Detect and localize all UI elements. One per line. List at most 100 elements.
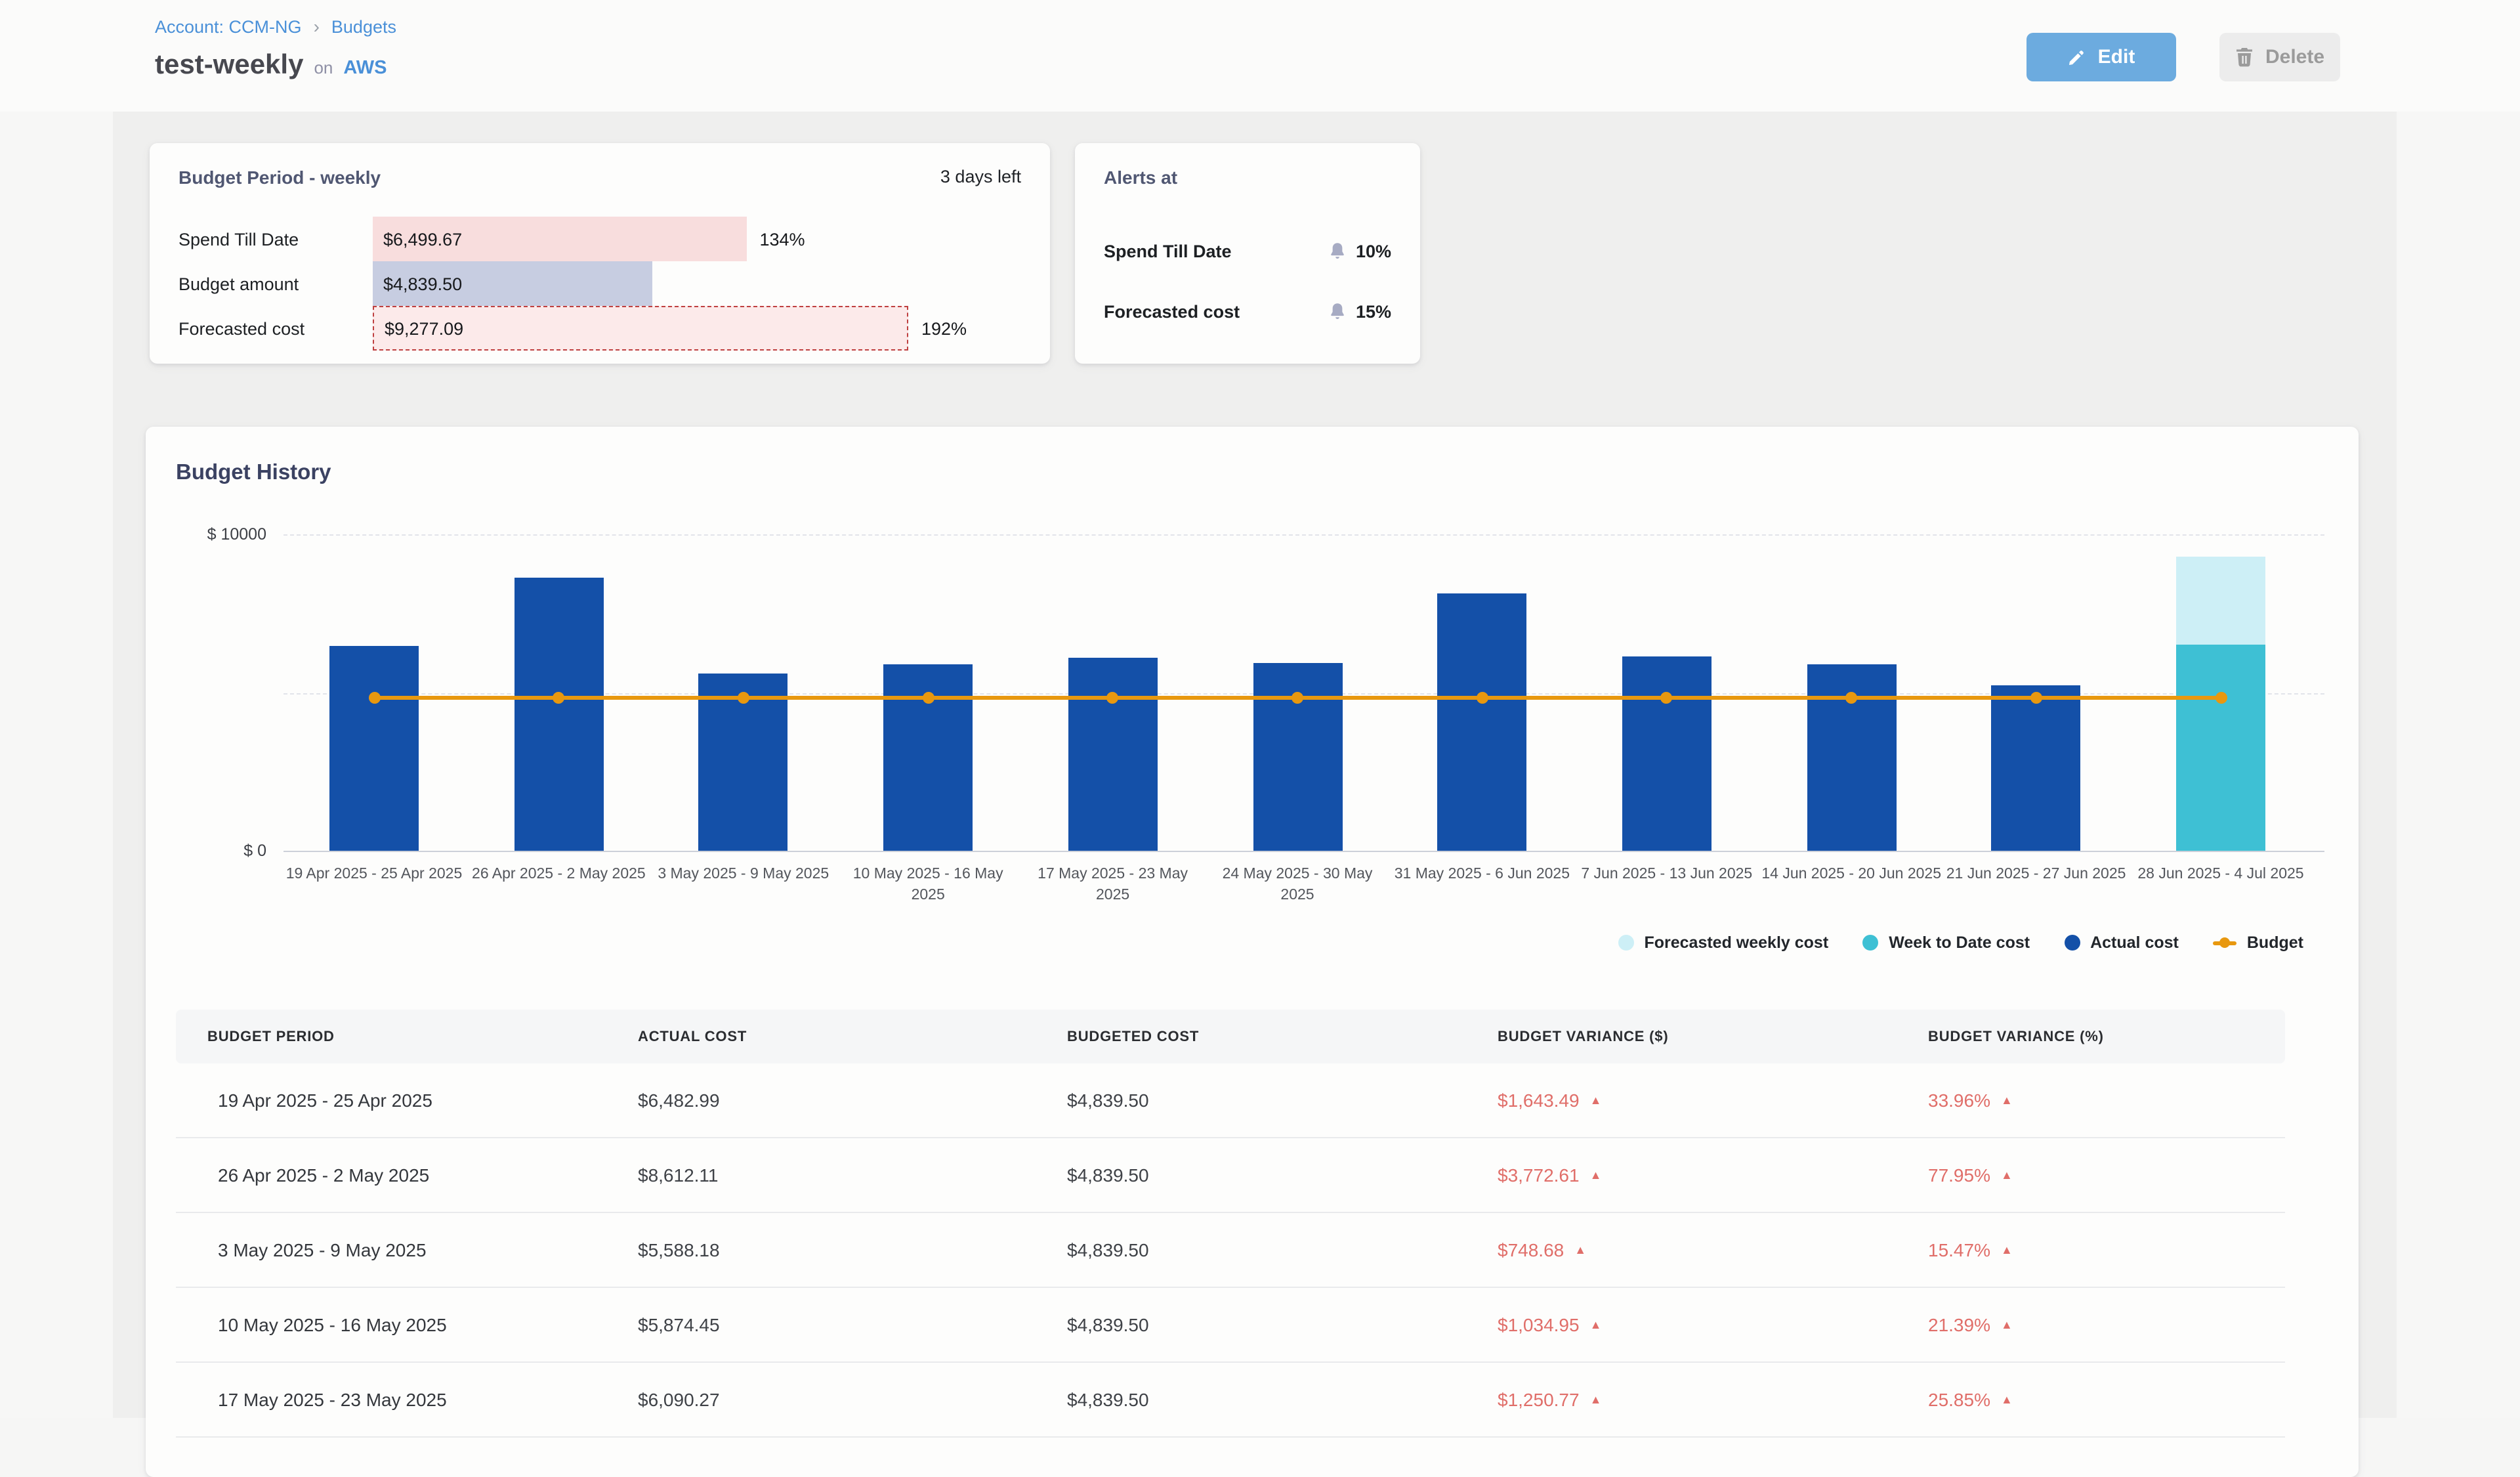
x-axis-label: 28 Jun 2025 - 4 Jul 2025: [2137, 867, 2304, 882]
budget-period-row: Forecasted cost $9,277.09 192%: [178, 306, 1026, 351]
table-header-cell[interactable]: Budget Variance (%): [1928, 1029, 2104, 1044]
bell-icon: [1331, 303, 1344, 319]
budget-line-point[interactable]: [737, 691, 749, 704]
trend-up-icon: ▲: [2000, 1392, 2013, 1405]
edit-button[interactable]: Edit: [2026, 33, 2176, 81]
budget-line-point[interactable]: [368, 691, 380, 704]
table-cell-budgeted: $4,839.50: [1067, 1239, 1149, 1260]
x-axis-label: 19 Apr 2025 - 25 Apr 2025: [285, 867, 463, 882]
legend-item-budget[interactable]: Budget: [2212, 933, 2303, 952]
alert-row-threshold: 10%: [1328, 241, 1391, 261]
table-cell-actual: $5,588.18: [638, 1239, 720, 1260]
gridline-top: [284, 534, 2324, 536]
legend-dot-marker: [1618, 935, 1634, 951]
budget-line-point[interactable]: [2215, 691, 2227, 704]
table-header-cell[interactable]: Budgeted Cost: [1067, 1029, 1200, 1044]
x-axis-label: 7 Jun 2025 - 13 Jun 2025: [1581, 867, 1753, 882]
y-axis-min-label: $ 0: [243, 842, 266, 860]
legend-item-actual-cost[interactable]: Actual cost: [2064, 933, 2179, 952]
table-header-cell[interactable]: Budget Period: [207, 1029, 335, 1044]
trend-up-icon: ▲: [1574, 1243, 1587, 1256]
on-label: on: [314, 58, 333, 77]
budget-period-row-bar: $4,839.50: [373, 261, 652, 306]
bar-actual-cost[interactable]: [1437, 593, 1527, 851]
x-axis-label: 21 Jun 2025 - 27 Jun 2025: [1946, 867, 2126, 882]
pencil-icon: [2069, 50, 2084, 65]
budget-line-point[interactable]: [922, 691, 934, 704]
budget-period-row-bar: $6,499.67: [373, 217, 747, 261]
table-row[interactable]: 10 May 2025 - 16 May 2025 $5,874.45 $4,839…: [176, 1288, 2285, 1363]
x-axis-label: 3 May 2025 - 9 May 2025: [658, 867, 830, 882]
table-cell-period: 3 May 2025 - 9 May 2025: [218, 1239, 427, 1260]
trash-icon: [2236, 48, 2252, 67]
table-cell-period: 26 Apr 2025 - 2 May 2025: [218, 1165, 430, 1186]
x-axis-label: 26 Apr 2025 - 2 May 2025: [472, 867, 646, 882]
legend-label: Actual cost: [2090, 933, 2179, 952]
legend-label: Budget: [2246, 933, 2303, 952]
delete-button[interactable]: Delete: [2219, 33, 2340, 81]
alert-threshold-value: 10%: [1355, 241, 1391, 261]
alert-row: Spend Till Date 10%: [1104, 235, 1391, 267]
budget-line-point[interactable]: [1660, 691, 1673, 704]
bar-actual-cost[interactable]: [329, 645, 419, 851]
table-cell-variance_usd: $1,643.49 ▲: [1498, 1090, 1602, 1111]
budget-period-row: Spend Till Date $6,499.67 134%: [178, 217, 1026, 261]
legend-item-week-to-date-cost[interactable]: Week to Date cost: [1862, 933, 2030, 952]
bar-actual-cost[interactable]: [1068, 658, 1158, 851]
budget-period-card-title: Budget Period - weekly: [178, 167, 381, 188]
bar-actual-cost[interactable]: [514, 578, 604, 851]
budget-history-title: Budget History: [176, 461, 331, 484]
table-cell-variance_pct: 33.96% ▲: [1928, 1090, 2013, 1111]
table-cell-variance_pct: 77.95% ▲: [1928, 1165, 2013, 1186]
bar-actual-cost[interactable]: [1991, 685, 2081, 851]
budget-line-point[interactable]: [1292, 691, 1303, 704]
page-title: test-weekly: [155, 50, 304, 80]
x-axis-line: [284, 851, 2324, 852]
budget-history-table: Budget Period Actual Cost Budgeted Cost Bud…: [176, 1010, 2285, 1438]
budget-history-chart: 19 Apr 2025 - 25 Apr 2025 26 Apr 2025 - 2…: [284, 534, 2324, 903]
bell-icon: [1331, 242, 1344, 259]
table-cell-variance_usd: $1,250.77 ▲: [1498, 1389, 1602, 1410]
table-cell-actual: $6,482.99: [638, 1090, 720, 1111]
trend-up-icon: ▲: [2000, 1093, 2013, 1106]
table-row[interactable]: 19 Apr 2025 - 25 Apr 2025 $6,482.99 $4,839…: [176, 1063, 2285, 1138]
breadcrumb-budgets-link[interactable]: Budgets: [331, 16, 396, 36]
budget-period-row-percent: 134%: [759, 229, 805, 249]
table-cell-actual: $5,874.45: [638, 1314, 720, 1335]
table-header-row: Budget Period Actual Cost Budgeted Cost Bud…: [176, 1010, 2285, 1063]
table-cell-period: 10 May 2025 - 16 May 2025: [218, 1314, 447, 1335]
legend-item-forecasted-weekly-cost[interactable]: Forecasted weekly cost: [1618, 933, 1828, 952]
budget-line-point[interactable]: [1476, 691, 1488, 704]
y-axis-max-label: $ 10000: [207, 525, 266, 544]
bar-week-to-date-cost[interactable]: [2176, 645, 2265, 851]
budget-line-point[interactable]: [553, 691, 565, 704]
bar-actual-cost[interactable]: [1622, 656, 1712, 851]
legend-dot-marker: [1862, 935, 1879, 951]
chart-legend: Forecasted weekly cost Week to Date cost A…: [1618, 933, 2303, 952]
legend-line-marker: [2212, 937, 2236, 948]
table-cell-variance_usd: $1,034.95 ▲: [1498, 1314, 1602, 1335]
budget-line-point[interactable]: [1845, 691, 1858, 704]
alerts-rows: Spend Till Date 10% Forecasted cost 15%: [1104, 235, 1391, 356]
budget-line-point[interactable]: [1106, 691, 1119, 704]
table-header-cell[interactable]: Actual Cost: [638, 1029, 747, 1044]
table-cell-budgeted: $4,839.50: [1067, 1165, 1149, 1186]
table-row[interactable]: 26 Apr 2025 - 2 May 2025 $8,612.11 $4,839.…: [176, 1138, 2285, 1213]
table-row[interactable]: 17 May 2025 - 23 May 2025 $6,090.27 $4,839…: [176, 1363, 2285, 1438]
budget-period-row-label: Budget amount: [178, 274, 299, 293]
bar-forecasted-weekly-cost[interactable]: [2176, 557, 2265, 645]
table-cell-budgeted: $4,839.50: [1067, 1314, 1149, 1335]
breadcrumb-account-link[interactable]: Account: CCM-NG: [155, 16, 302, 36]
table-row[interactable]: 3 May 2025 - 9 May 2025 $5,588.18 $4,839.5…: [176, 1213, 2285, 1288]
legend-label: Week to Date cost: [1889, 933, 2030, 952]
legend-label: Forecasted weekly cost: [1644, 933, 1829, 952]
budget-period-rows: Spend Till Date $6,499.67 134% Budget amoun…: [178, 217, 1026, 351]
table-header-cell[interactable]: Budget Variance ($): [1498, 1029, 1669, 1044]
trend-up-icon: ▲: [1589, 1093, 1602, 1106]
trend-up-icon: ▲: [1589, 1317, 1602, 1331]
table-cell-actual: $8,612.11: [638, 1165, 719, 1186]
trend-up-icon: ▲: [2000, 1317, 2013, 1331]
budget-line-point[interactable]: [2030, 691, 2042, 704]
cloud-provider-label: AWS: [343, 58, 387, 79]
budget-period-row-percent: 192%: [921, 318, 967, 338]
